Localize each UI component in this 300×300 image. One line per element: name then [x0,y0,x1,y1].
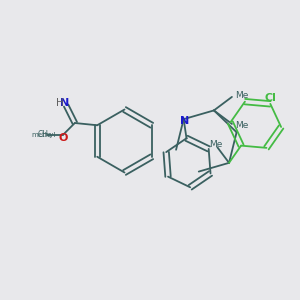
Text: O: O [58,133,68,143]
Text: Cl: Cl [264,94,276,103]
Text: N: N [60,98,70,108]
Text: H: H [56,98,63,108]
Text: methyl: methyl [31,132,55,138]
Text: N: N [180,116,189,126]
Text: Me: Me [235,91,248,100]
Text: Me: Me [209,140,223,149]
Text: Me: Me [235,121,248,130]
Text: CH₃: CH₃ [38,130,52,139]
